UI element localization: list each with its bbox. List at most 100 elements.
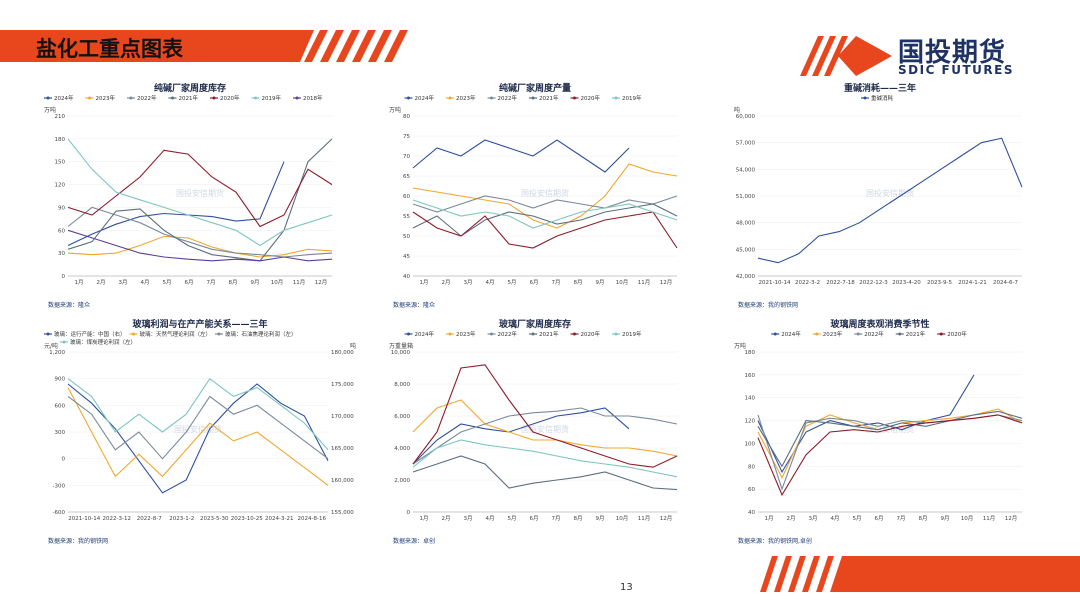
brand-mark-icon (800, 36, 892, 76)
chart-caustic-consumption: 重碱消耗——三年 重碱消耗吨 42,000 45,000 48,000 51,000 54,… (730, 82, 1030, 312)
x-tick-label: 6月 (530, 515, 539, 522)
x-tick-label: 4月 (486, 515, 495, 522)
legend-label: 2020年 (581, 330, 601, 338)
legend-label: 2023年 (823, 330, 843, 338)
y-tick-label: 160 (745, 373, 756, 379)
chart-source: 数据来源：我的钢铁网,卓创 (738, 538, 812, 545)
y2-tick-label: 175,000 (331, 382, 354, 388)
chart-source: 数据来源：隆众 (393, 302, 436, 309)
chart-source: 数据来源：隆众 (48, 302, 91, 309)
x-tick-label: 2024-3-21 (265, 516, 293, 522)
watermark: 国投安信期货 (866, 188, 914, 198)
series-line-2021年 (412, 203, 678, 237)
x-tick-label: 2022-3-2 (795, 280, 820, 286)
y-tick-label: 80 (403, 114, 410, 120)
legend-label: 2023年 (96, 94, 116, 102)
legend-marker (254, 96, 257, 100)
x-tick-label: 7月 (552, 515, 561, 522)
y2-tick-label: 165,000 (331, 446, 354, 452)
x-tick-label: 6月 (185, 279, 194, 286)
series-line-2022年 (67, 206, 333, 258)
y-tick-label: -300 (53, 483, 66, 489)
chart-title: 重碱消耗——三年 (844, 82, 916, 94)
x-tick-label: 2022-8-7 (137, 516, 162, 522)
legend-marker (573, 96, 576, 100)
series-line-2024年 (412, 407, 630, 465)
legend-label: 2021年 (539, 330, 559, 338)
legend-marker (939, 332, 943, 336)
y-tick-label: 2,000 (394, 478, 410, 484)
legend-label: 2022年 (498, 330, 518, 338)
y-tick-label: 300 (55, 430, 66, 436)
x-tick-label: 9月 (596, 279, 605, 286)
legend-label: 2023年 (456, 94, 476, 102)
chart-svg: 纯碱厂家周度产量 2024年 2023年 2022年 2021年 2020年 2019年万吨… (389, 82, 678, 286)
legend-label: 2023年 (456, 330, 476, 338)
legend-marker (614, 332, 618, 336)
x-tick-label: 8月 (574, 515, 583, 522)
chart-glass-consumption: 玻璃周度表观消费季节性 2024年 2023年 2022年 2021年 2020年 万吨 40… (730, 318, 1030, 548)
legend-label: 2022年 (498, 94, 518, 102)
watermark: 国投安信期货 (176, 188, 224, 198)
chart-source: 数据来源：我的钢铁网 (48, 538, 109, 545)
watermark: 国投安信期货 (521, 188, 569, 198)
legend-label: 2020年 (220, 94, 240, 102)
page-title: 盐化工重点图表 (36, 37, 183, 61)
chart-soda-inventory: 纯碱厂家周度库存 2024年 2023年 2022年 2021年 2020年 2019年 20… (40, 82, 340, 312)
chart-title: 纯碱厂家周度库存 (154, 82, 226, 94)
x-tick-label: 12月 (1005, 515, 1018, 522)
legend-label: 2022年 (864, 330, 884, 338)
series-line-2019年 (412, 439, 678, 478)
series-line-2023年 (412, 399, 678, 457)
y-tick-label: 60,000 (736, 114, 756, 120)
x-tick-label: 12月 (660, 279, 673, 286)
y-tick-label: 4,000 (394, 446, 410, 452)
chart-source: 数据来源：卓创 (393, 538, 436, 545)
unit-label: 万吨 (734, 342, 746, 350)
chart-source: 数据来源：我的钢铁网 (738, 302, 799, 309)
x-tick-label: 1月 (75, 279, 84, 286)
unit-label: 元/吨 (44, 342, 58, 350)
series-line-2020年 (412, 211, 678, 249)
page-title-bar: 盐化工重点图表 (0, 30, 300, 62)
x-tick-label: 2023-9-5 (927, 280, 952, 286)
y-tick-label: 900 (55, 377, 66, 383)
chart-glass-inventory: 玻璃厂家周度库存 2024年 2023年 2022年 2021年 2020年 2019年 万重… (385, 318, 685, 548)
legend-marker (46, 332, 50, 336)
legend-label: 2019年 (262, 94, 282, 102)
y-tick-label: 55 (403, 214, 410, 220)
x-tick-label: 8月 (919, 515, 928, 522)
y-tick-label: 40 (748, 510, 755, 516)
x-tick-label: 2023-1-2 (169, 516, 194, 522)
y2-tick-label: 160,000 (331, 478, 354, 484)
series-line-重碱消耗 (757, 137, 1023, 264)
x-tick-label: 2023-5-30 (200, 516, 229, 522)
x-tick-label: 7月 (552, 279, 561, 286)
y2-tick-label: 180,000 (331, 350, 354, 356)
x-tick-label: 11月 (638, 279, 651, 286)
legend-marker (490, 332, 493, 336)
x-tick-label: 2月 (97, 279, 106, 286)
brand-logo: 国投期货 SDIC FUTURES (800, 32, 1050, 78)
brand-name-en: SDIC FUTURES (898, 63, 1015, 77)
x-tick-label: 12月 (660, 515, 673, 522)
legend-marker (212, 96, 216, 100)
legend-label: 2019年 (622, 330, 642, 338)
y-tick-label: 65 (403, 174, 410, 180)
legend-label: 2024年 (415, 94, 435, 102)
x-tick-label: 6月 (875, 515, 884, 522)
chart-title: 纯碱厂家周度产量 (499, 82, 571, 94)
y-tick-label: 60 (403, 194, 410, 200)
legend-label: 2024年 (54, 94, 74, 102)
x-tick-label: 10月 (961, 515, 974, 522)
x-tick-label: 2022-12-3 (859, 280, 888, 286)
series-line-2022年 (412, 195, 678, 213)
y-tick-label: 40 (403, 274, 410, 280)
legend-label: 玻璃：石油焦理论利润（左） (225, 330, 297, 338)
y-tick-label: 0 (62, 457, 66, 463)
x-tick-label: 2024-6-7 (993, 280, 1018, 286)
y-tick-label: 80 (748, 464, 755, 470)
series-line-2020年 (412, 364, 678, 468)
legend-marker (856, 332, 860, 336)
